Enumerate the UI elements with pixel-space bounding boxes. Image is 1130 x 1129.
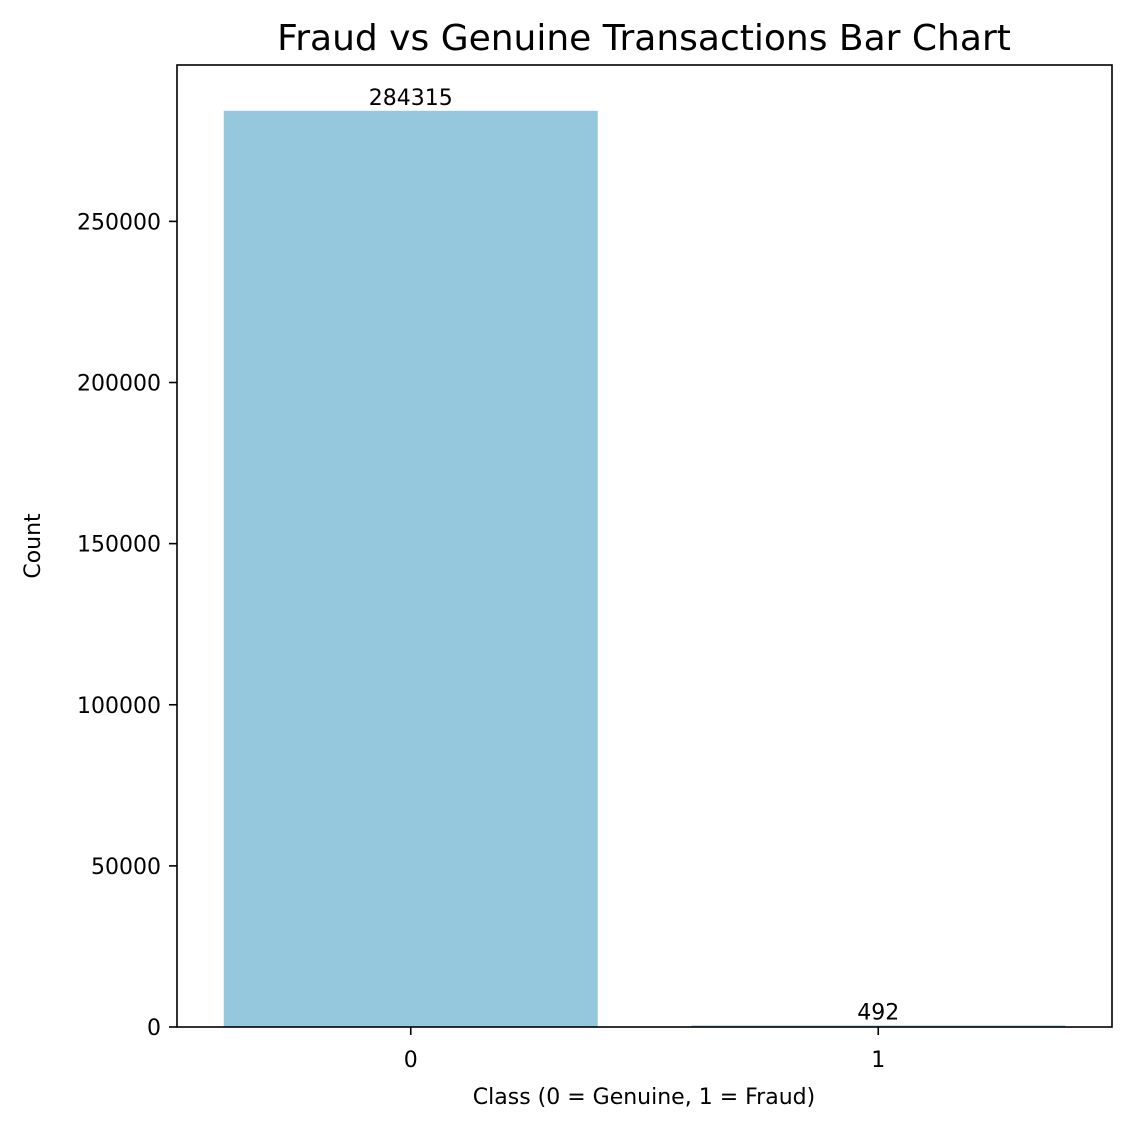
y-tick-label: 100000 (77, 694, 161, 719)
x-tick-label: 1 (871, 1048, 885, 1073)
y-tick-label: 200000 (77, 372, 161, 397)
y-tick-label: 250000 (77, 210, 161, 235)
bar-class-0 (224, 111, 598, 1027)
y-axis-label: Count (21, 513, 46, 579)
y-axis: 0 50000 100000 150000 200000 250000 (77, 210, 177, 1041)
y-tick-label: 150000 (77, 533, 161, 558)
chart-title: Fraud vs Genuine Transactions Bar Chart (277, 18, 1011, 59)
y-tick-label: 50000 (91, 855, 161, 880)
bar-data-label: 284315 (369, 86, 453, 111)
bars-group (224, 111, 1066, 1027)
y-tick-label: 0 (147, 1016, 161, 1041)
x-tick-label: 0 (404, 1048, 418, 1073)
x-axis-label: Class (0 = Genuine, 1 = Fraud) (473, 1085, 815, 1110)
bar-data-label: 492 (857, 1000, 899, 1025)
